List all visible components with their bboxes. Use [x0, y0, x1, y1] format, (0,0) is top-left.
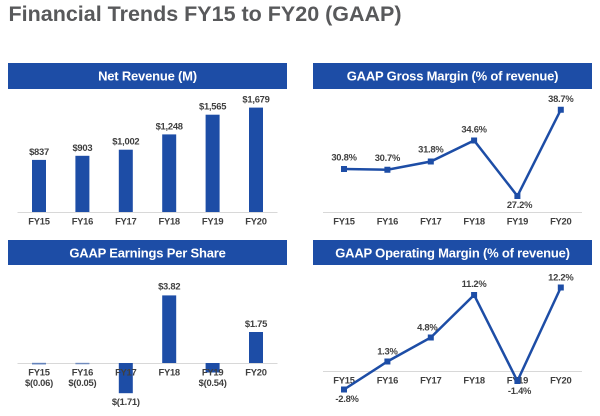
- svg-text:FY20: FY20: [245, 367, 266, 378]
- svg-text:27.2%: 27.2%: [507, 199, 533, 210]
- svg-text:11.2%: 11.2%: [462, 278, 488, 289]
- svg-text:FY18: FY18: [158, 216, 179, 227]
- svg-text:FY16: FY16: [72, 367, 93, 378]
- svg-text:$1,002: $1,002: [112, 136, 139, 147]
- svg-text:FY15: FY15: [333, 375, 354, 386]
- svg-text:FY16: FY16: [72, 216, 93, 227]
- svg-text:Net Revenue (M): Net Revenue (M): [98, 69, 197, 84]
- svg-text:-2.8%: -2.8%: [335, 393, 359, 404]
- svg-text:FY16: FY16: [377, 216, 398, 227]
- svg-text:$(0.05): $(0.05): [68, 377, 96, 388]
- svg-text:$1.75: $1.75: [245, 318, 267, 329]
- svg-text:$1,679: $1,679: [242, 94, 269, 105]
- svg-text:30.7%: 30.7%: [375, 152, 401, 163]
- svg-text:$(1.71): $(1.71): [112, 396, 140, 407]
- svg-text:FY17: FY17: [115, 367, 136, 378]
- svg-text:$(0.06): $(0.06): [25, 377, 53, 388]
- svg-text:FY20: FY20: [550, 216, 571, 227]
- svg-text:30.8%: 30.8%: [331, 152, 357, 163]
- svg-text:GAAP Operating Margin (% of re: GAAP Operating Margin (% of revenue): [335, 246, 570, 261]
- svg-text:$3.82: $3.82: [158, 281, 180, 292]
- svg-text:FY18: FY18: [158, 367, 179, 378]
- svg-text:$903: $903: [72, 142, 92, 153]
- svg-text:FY19: FY19: [202, 367, 223, 378]
- svg-text:FY15: FY15: [28, 367, 49, 378]
- svg-text:FY15: FY15: [28, 216, 49, 227]
- svg-text:$1,565: $1,565: [199, 101, 226, 112]
- svg-text:$(0.54): $(0.54): [199, 377, 227, 388]
- svg-text:34.6%: 34.6%: [461, 124, 487, 135]
- svg-text:FY17: FY17: [115, 216, 136, 227]
- svg-text:4.8%: 4.8%: [417, 322, 438, 333]
- svg-text:-1.4%: -1.4%: [508, 385, 532, 396]
- svg-text:38.7%: 38.7%: [548, 93, 574, 104]
- svg-text:FY17: FY17: [420, 375, 441, 386]
- svg-text:12.2%: 12.2%: [548, 272, 574, 283]
- svg-text:FY18: FY18: [463, 216, 484, 227]
- svg-text:$1,248: $1,248: [156, 120, 183, 131]
- svg-text:31.8%: 31.8%: [418, 144, 444, 155]
- svg-text:FY20: FY20: [245, 216, 266, 227]
- svg-text:FY19: FY19: [507, 216, 528, 227]
- svg-text:FY15: FY15: [333, 216, 354, 227]
- svg-text:FY17: FY17: [420, 216, 441, 227]
- svg-text:1.3%: 1.3%: [377, 346, 398, 357]
- svg-text:GAAP Gross Margin (% of revenu: GAAP Gross Margin (% of revenue): [347, 69, 559, 84]
- svg-text:FY16: FY16: [377, 375, 398, 386]
- svg-text:FY20: FY20: [550, 375, 571, 386]
- svg-text:GAAP Earnings Per Share: GAAP Earnings Per Share: [69, 246, 225, 261]
- svg-text:FY18: FY18: [463, 375, 484, 386]
- svg-text:Financial Trends FY15 to FY20: Financial Trends FY15 to FY20 (GAAP): [9, 2, 402, 26]
- svg-text:$837: $837: [29, 146, 49, 157]
- svg-text:FY19: FY19: [202, 216, 223, 227]
